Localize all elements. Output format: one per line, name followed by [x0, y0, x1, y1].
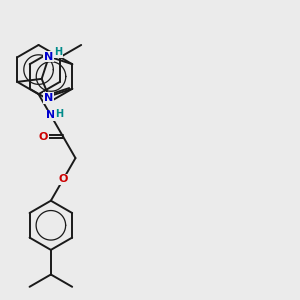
Text: N: N	[46, 110, 56, 121]
Text: O: O	[58, 174, 68, 184]
Text: H: H	[54, 47, 62, 57]
Text: O: O	[39, 132, 48, 142]
Text: N: N	[44, 93, 53, 103]
Text: H: H	[55, 109, 63, 119]
Text: N: N	[44, 52, 53, 61]
